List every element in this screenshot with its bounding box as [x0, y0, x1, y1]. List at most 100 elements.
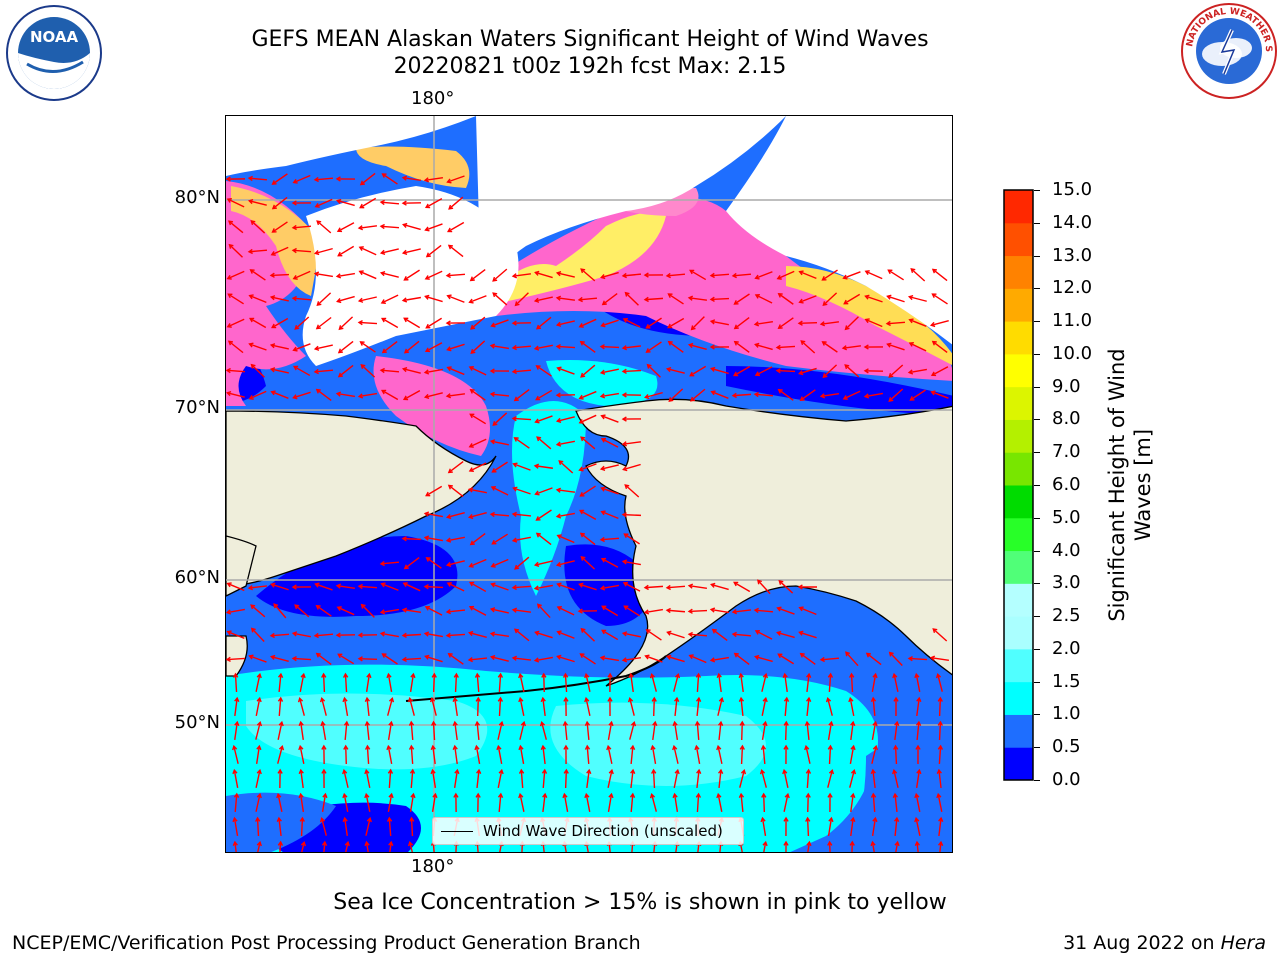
wave-direction-arrow: [937, 674, 943, 692]
wave-direction-arrow: [938, 745, 942, 765]
wave-direction-arrowhead: [914, 672, 920, 679]
wave-direction-arrowhead: [249, 317, 255, 323]
wave-direction-arrowhead: [718, 696, 724, 703]
wave-direction-arrowhead: [937, 744, 944, 750]
wave-direction-arrowhead: [931, 268, 938, 274]
wave-direction-arrowhead: [607, 696, 613, 702]
wave-direction-arrow: [454, 697, 458, 717]
wave-direction-arrow: [359, 197, 377, 209]
wave-direction-arrow: [344, 817, 348, 837]
wave-direction-arrowhead: [226, 323, 232, 328]
wave-direction-arrow: [871, 746, 877, 764]
wave-direction-arrowhead: [337, 653, 343, 659]
wave-direction-arrow: [827, 722, 833, 740]
wave-direction-arrowhead: [555, 295, 562, 301]
wave-direction-arrow: [271, 655, 289, 663]
wave-direction-arrowhead: [336, 298, 342, 304]
wave-direction-arrowhead: [447, 468, 453, 474]
wave-direction-arrowhead: [555, 343, 561, 350]
wave-direction-arrowhead: [863, 344, 869, 350]
colorbar-tick-label: 2.0: [1052, 637, 1081, 659]
wave-direction-arrowhead: [234, 696, 240, 703]
wave-direction-arrow: [600, 392, 620, 398]
wave-direction-arrow: [227, 392, 245, 398]
wave-direction-arrow: [255, 674, 261, 692]
wave-direction-arrowhead: [452, 696, 458, 703]
wave-direction-arrow: [490, 632, 510, 638]
wave-direction-arrowhead: [643, 584, 649, 591]
wave-direction-arrow: [622, 273, 642, 277]
wave-direction-arrowhead: [298, 792, 304, 799]
wave-direction-arrow: [894, 793, 898, 813]
wave-direction-arrowhead: [600, 274, 606, 280]
wave-direction-arrow: [865, 392, 883, 398]
wave-direction-arrowhead: [453, 672, 459, 678]
colorbar-tick-label: 14.0: [1052, 211, 1093, 233]
wave-direction-arrow: [278, 817, 282, 837]
wave-direction-arrow: [666, 585, 686, 589]
wave-direction-arrow: [425, 632, 443, 638]
wave-direction-arrow: [564, 769, 568, 789]
wave-direction-arrow: [387, 794, 393, 812]
wave-direction-arrow: [754, 609, 774, 613]
wave-direction-arrow: [586, 769, 590, 789]
wave-direction-arrowhead: [511, 607, 518, 613]
wave-direction-arrow: [380, 225, 400, 229]
wave-direction-arrowhead: [930, 371, 937, 377]
wave-direction-arrow: [866, 652, 882, 666]
wave-direction-arrowhead: [674, 768, 680, 775]
wave-direction-arrow: [622, 441, 642, 445]
wave-direction-arrowhead: [827, 672, 834, 678]
wave-direction-arrowhead: [709, 344, 715, 350]
wave-direction-arrowhead: [872, 744, 878, 751]
wave-direction-arrow: [938, 817, 942, 837]
wave-direction-arrowhead: [496, 744, 502, 751]
colorbar-tick-mark: [1034, 353, 1040, 355]
wave-direction-arrow: [778, 653, 794, 665]
wave-direction-arrow: [761, 698, 767, 716]
wave-direction-arrow: [938, 721, 942, 741]
wave-direction-arrowhead: [291, 655, 297, 662]
wave-direction-arrow: [519, 674, 525, 692]
wave-direction-arrowhead: [888, 397, 894, 402]
wave-direction-arrowhead: [577, 608, 583, 614]
wave-direction-arrow: [579, 414, 597, 424]
wave-direction-arrowhead: [863, 393, 870, 399]
wave-direction-arrowhead: [907, 655, 913, 662]
wave-direction-arrowhead: [298, 744, 304, 751]
wave-direction-arrow: [600, 345, 620, 349]
wave-direction-arrow: [358, 657, 378, 661]
wave-direction-arrowhead: [364, 744, 371, 750]
wave-direction-arrow: [492, 533, 508, 545]
wave-direction-arrowhead: [423, 584, 429, 590]
wave-direction-arrowhead: [709, 296, 715, 302]
wave-direction-arrowhead: [540, 696, 546, 703]
wave-direction-arrow: [535, 631, 553, 639]
wave-direction-arrow: [718, 721, 722, 741]
wave-direction-arrow: [294, 604, 310, 618]
wave-direction-arrowhead: [446, 366, 452, 372]
wave-direction-arrowhead: [777, 292, 783, 298]
wave-direction-arrowhead: [775, 368, 781, 374]
wave-direction-arrowhead: [667, 340, 673, 346]
wave-direction-arrow: [381, 294, 399, 304]
wave-direction-arrowhead: [621, 368, 627, 374]
wave-direction-arrowhead: [687, 295, 694, 301]
wave-direction-arrowhead: [872, 816, 878, 823]
noaa-logo: NOAA: [6, 5, 102, 101]
wave-direction-arrowhead: [621, 272, 627, 279]
colorbar-tick-label: 1.0: [1052, 703, 1081, 725]
wave-direction-arrow: [740, 745, 744, 765]
wave-direction-arrowhead: [386, 744, 392, 751]
ocean-high-field: [246, 693, 488, 770]
wave-direction-arrowhead: [845, 651, 851, 657]
wave-direction-arrowhead: [783, 744, 789, 750]
wave-direction-arrowhead: [672, 744, 678, 751]
wave-direction-arrow: [316, 653, 332, 665]
wave-direction-arrow: [755, 366, 773, 376]
colorbar-tick-label: 11.0: [1052, 310, 1093, 332]
wave-direction-arrowhead: [489, 511, 495, 518]
wave-direction-arrow: [233, 746, 239, 764]
legend-text: Wind Wave Direction (unscaled): [483, 822, 723, 840]
wave-direction-arrow: [255, 722, 261, 740]
